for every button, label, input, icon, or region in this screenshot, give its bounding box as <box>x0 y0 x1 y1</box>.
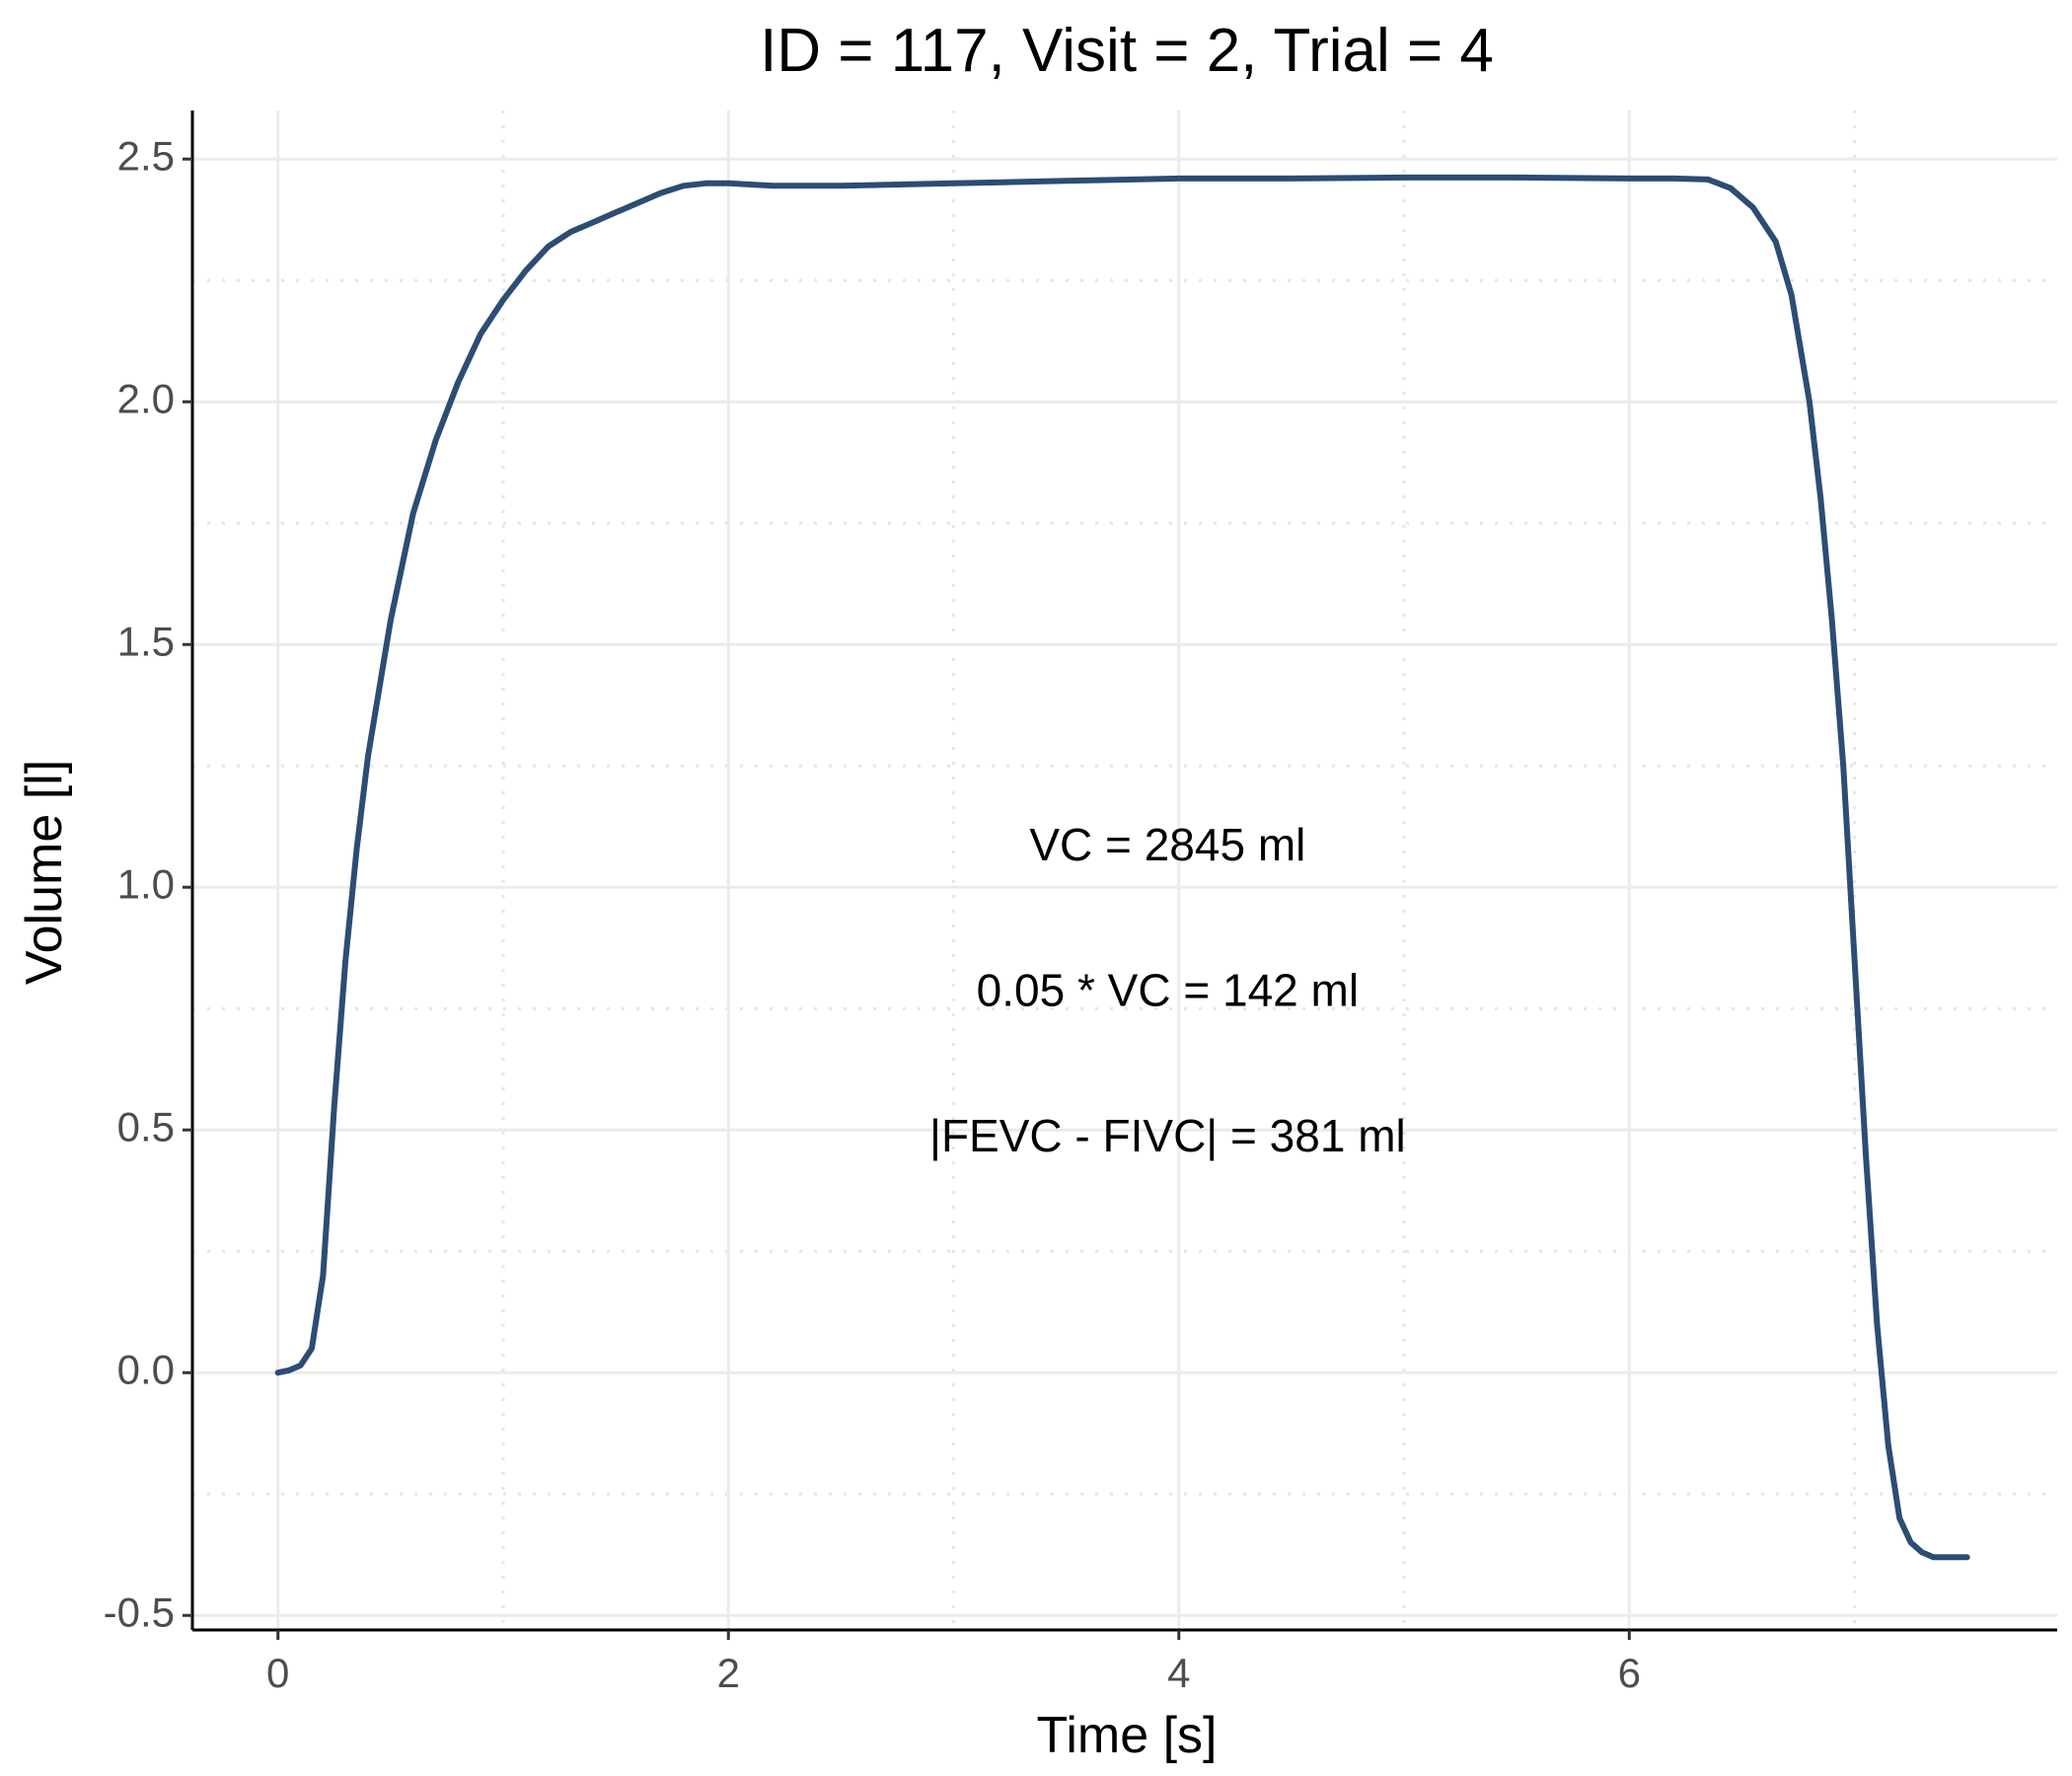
x-tick-label: 4 <box>1167 1650 1190 1696</box>
y-tick-label: 0.0 <box>117 1346 175 1392</box>
series-layer <box>274 174 1970 1561</box>
tick-labels: 0 2 4 6 -0.5 0.0 0.5 1.0 1.5 2.0 2.5 <box>104 132 1641 1696</box>
y-tick-label: 2.0 <box>117 375 175 421</box>
minor-gridlines <box>192 111 2057 1630</box>
chart-title: ID = 117, Visit = 2, Trial = 4 <box>760 17 1494 85</box>
y-tick-label: 0.5 <box>117 1103 175 1149</box>
annotation-text: VC = 2845 ml <box>1029 819 1305 870</box>
x-axis-title: Time [s] <box>1037 1707 1218 1764</box>
annotation-text: 0.05 * VC = 142 ml <box>977 965 1359 1016</box>
major-gridlines <box>192 111 2057 1630</box>
y-tick-label: -0.5 <box>104 1589 175 1635</box>
y-tick-label: 1.5 <box>117 618 175 664</box>
y-axis-title: Volume [l] <box>16 760 73 985</box>
y-tick-label: 1.0 <box>117 860 175 907</box>
x-tick-label: 6 <box>1618 1650 1641 1696</box>
x-tick-label: 0 <box>266 1650 289 1696</box>
series-line <box>274 174 1970 1561</box>
x-tick-label: 2 <box>717 1650 740 1696</box>
annotation-text: |FEVC - FIVC| = 381 ml <box>929 1110 1406 1161</box>
axes-layer <box>183 111 2057 1640</box>
y-tick-label: 2.5 <box>117 132 175 179</box>
annotation-layer: VC = 2845 ml 0.05 * VC = 142 ml |FEVC - FI… <box>929 819 1406 1161</box>
